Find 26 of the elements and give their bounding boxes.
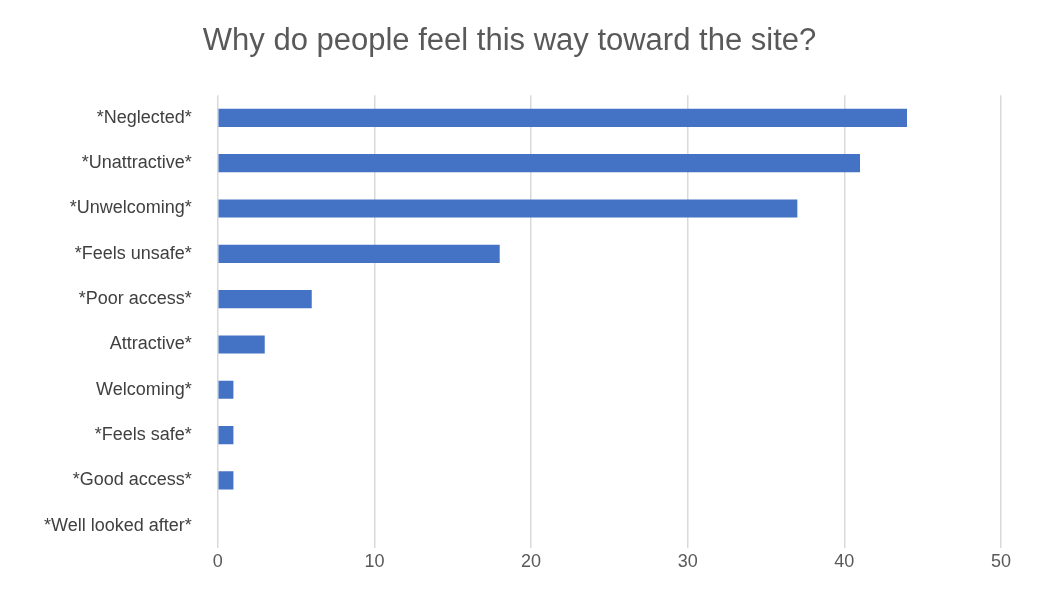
y-tick-label: *Good access*	[72, 469, 192, 490]
x-tick-label: 50	[990, 551, 1012, 572]
bar	[218, 471, 234, 490]
chart-title: Why do people feel this way toward the site?	[202, 22, 817, 58]
bar	[218, 108, 908, 127]
x-tick-label: 0	[212, 551, 223, 572]
bar	[218, 290, 312, 309]
y-tick-label: *Well looked after*	[43, 514, 192, 535]
bar	[218, 199, 798, 218]
x-tick-label: 10	[364, 551, 385, 572]
bar	[218, 335, 265, 354]
y-tick-label: *Neglected*	[96, 106, 192, 127]
bar	[218, 426, 234, 445]
y-tick-label: Attractive*	[109, 333, 192, 354]
bar	[218, 154, 861, 173]
x-tick-label: 30	[677, 551, 698, 572]
y-tick-label: Welcoming*	[96, 378, 192, 399]
y-tick-label: *Unwelcoming*	[69, 197, 192, 218]
y-tick-label: *Unattractive*	[81, 152, 192, 173]
bar	[218, 380, 234, 399]
y-tick-label: *Poor access*	[78, 288, 192, 309]
bar	[218, 244, 500, 263]
y-tick-label: *Feels safe*	[94, 424, 192, 445]
x-tick-label: 40	[834, 551, 855, 572]
y-tick-label: *Feels unsafe*	[74, 242, 192, 263]
x-tick-label: 20	[521, 551, 542, 572]
